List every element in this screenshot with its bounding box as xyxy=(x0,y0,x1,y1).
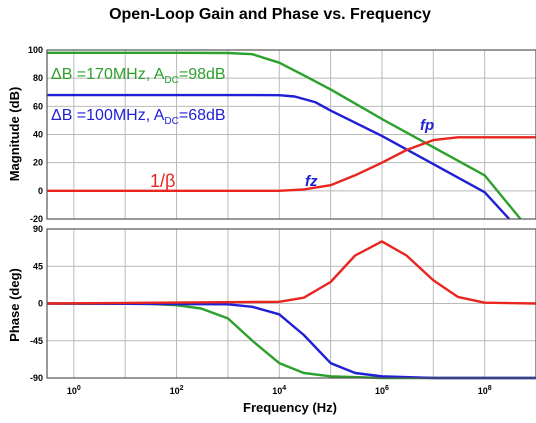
frequency-axis-label: Frequency (Hz) xyxy=(243,400,337,415)
frequency-tick-label: 106 xyxy=(375,385,389,396)
magnitude-y-tick-label: 60 xyxy=(33,101,43,111)
magnitude-series-lines xyxy=(47,51,536,220)
magnitude-panel: 100 80 60 40 20 0 -20 Magnitude (dB) ΔB =170MH… xyxy=(7,45,536,224)
legend-green: ΔB =170MHz, ADC=98dB xyxy=(51,66,226,86)
magnitude-frame xyxy=(46,49,536,220)
phase-y-tick-label: 0 xyxy=(38,299,43,309)
magnitude-y-ticks: 100 80 60 40 20 0 -20 xyxy=(28,45,43,224)
phase-series-lines xyxy=(46,240,536,380)
magnitude-y-tick-label: 40 xyxy=(33,130,43,140)
annotation-fp: fp xyxy=(420,117,434,134)
phase-axis-label: Phase (deg) xyxy=(7,268,22,342)
magnitude-series-line-0 xyxy=(47,51,522,220)
magnitude-axis-label: Magnitude (dB) xyxy=(7,87,22,182)
magnitude-y-tick-label: 100 xyxy=(28,45,43,55)
magnitude-y-tick-label: -20 xyxy=(30,214,43,224)
frequency-tick-label: 100 xyxy=(67,385,81,396)
phase-y-tick-label: 90 xyxy=(33,224,43,234)
frequency-tick-label: 108 xyxy=(478,385,492,396)
frequency-tick-label: 102 xyxy=(170,385,184,396)
phase-series-line-1 xyxy=(46,302,536,380)
magnitude-y-tick-label: 20 xyxy=(33,158,43,168)
legend-red: 1/β xyxy=(150,171,175,191)
magnitude-y-tick-label: 0 xyxy=(38,186,43,196)
phase-y-ticks: 90 45 0 -45 -90 xyxy=(30,224,43,383)
magnitude-series-line-1 xyxy=(47,93,511,220)
annotation-fz: fz xyxy=(305,173,318,190)
frequency-ticks: 100 102 104 106 108 xyxy=(67,385,492,396)
phase-frame xyxy=(46,228,536,379)
phase-y-tick-label: -90 xyxy=(30,373,43,383)
phase-y-tick-label: -45 xyxy=(30,336,43,346)
magnitude-y-tick-label: 80 xyxy=(33,73,43,83)
phase-series-line-2 xyxy=(46,240,536,305)
legend-blue: ΔB =100MHz, ADC=68dB xyxy=(51,107,226,127)
frequency-tick-label: 104 xyxy=(272,385,286,396)
magnitude-series-line-2 xyxy=(47,136,536,193)
chart-title: Open-Loop Gain and Phase vs. Frequency xyxy=(109,6,431,23)
phase-y-tick-label: 45 xyxy=(33,261,43,271)
